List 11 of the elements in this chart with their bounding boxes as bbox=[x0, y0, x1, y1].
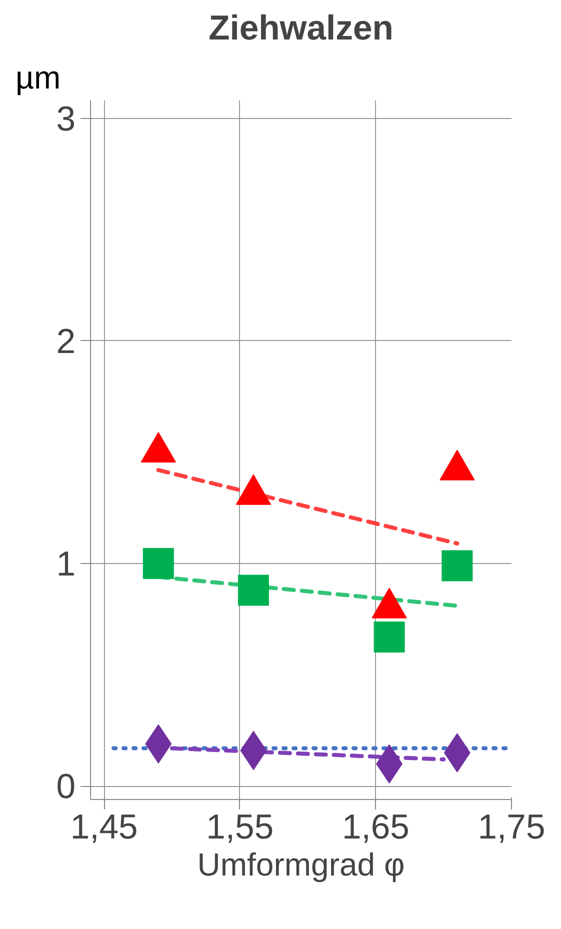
y-tick-label: 2 bbox=[56, 322, 76, 361]
y-tick-label: 0 bbox=[56, 768, 76, 806]
y-tick-label: 1 bbox=[56, 546, 76, 584]
x-tick-label: 1,45 bbox=[70, 808, 138, 846]
y-tick-label: 3 bbox=[56, 100, 76, 138]
x-axis-title: Umformgrad φ bbox=[197, 846, 405, 882]
x-tick-label: 1,75 bbox=[478, 808, 546, 846]
x-tick-label: 1,55 bbox=[206, 808, 274, 846]
x-tick-label: 1,65 bbox=[342, 808, 410, 846]
y-axis-title: µm bbox=[16, 60, 61, 96]
chart-title: Ziehwalzen bbox=[208, 10, 394, 48]
